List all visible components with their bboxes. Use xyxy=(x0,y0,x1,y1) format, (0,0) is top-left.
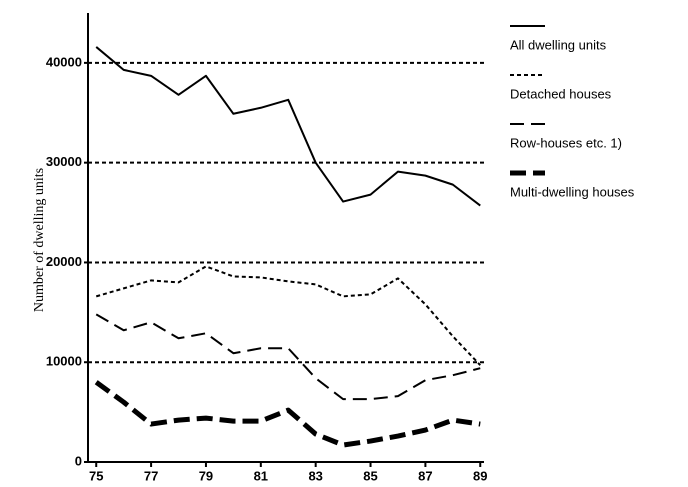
x-tick-label: 83 xyxy=(308,468,322,483)
x-tick-label: 89 xyxy=(473,468,487,483)
x-tick-label: 87 xyxy=(418,468,432,483)
legend-label: Detached houses xyxy=(510,86,612,101)
series-line xyxy=(95,265,481,366)
x-tick-label: 75 xyxy=(89,468,103,483)
y-axis-label: Number of dwelling units xyxy=(32,168,47,312)
x-tick-label: 85 xyxy=(363,468,377,483)
x-tick-label: 77 xyxy=(144,468,158,483)
legend-label: All dwelling units xyxy=(510,37,607,52)
legend-label: Row-houses etc. 1) xyxy=(510,135,622,150)
series-line xyxy=(94,380,481,448)
y-tick-label: 0 xyxy=(75,453,82,468)
y-tick-label: 10000 xyxy=(46,354,82,369)
x-tick-label: 79 xyxy=(199,468,213,483)
y-tick-label: 20000 xyxy=(46,254,82,269)
series-line xyxy=(95,46,481,207)
series-line xyxy=(95,313,481,401)
x-tick-label: 81 xyxy=(254,468,268,483)
y-tick-label: 30000 xyxy=(46,154,82,169)
y-tick-label: 40000 xyxy=(46,54,82,69)
legend-label: Multi-dwelling houses xyxy=(510,184,635,199)
